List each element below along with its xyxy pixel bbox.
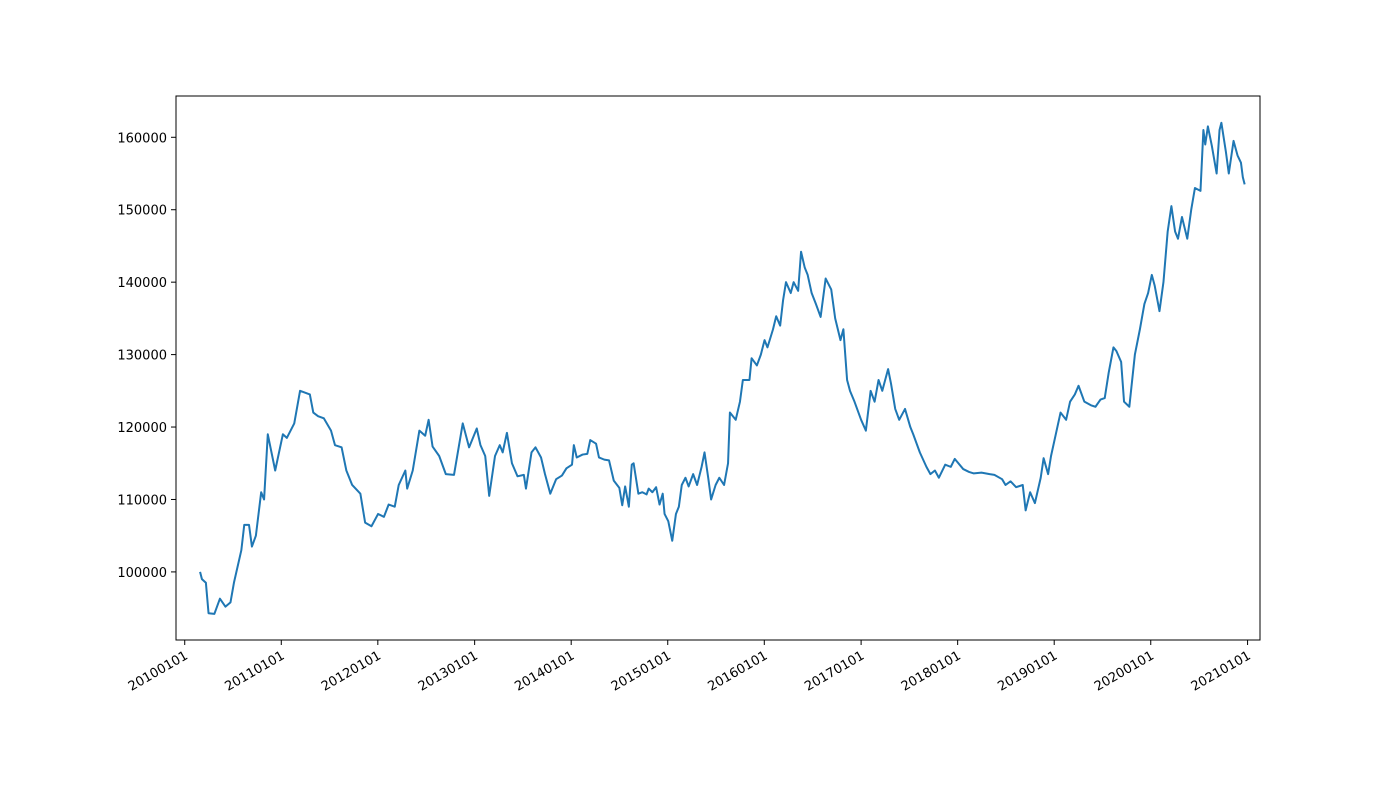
y-tick-label: 140000 bbox=[117, 276, 167, 291]
y-tick-label: 120000 bbox=[117, 421, 167, 436]
data-line bbox=[199, 121, 1246, 615]
y-tick-label: 110000 bbox=[117, 493, 167, 508]
y-tick-label: 130000 bbox=[117, 349, 167, 364]
y-tick-label: 100000 bbox=[117, 566, 167, 581]
y-tick-label: 150000 bbox=[117, 204, 167, 219]
y-tick-label: 160000 bbox=[117, 131, 167, 146]
axes-frame bbox=[175, 95, 1261, 641]
